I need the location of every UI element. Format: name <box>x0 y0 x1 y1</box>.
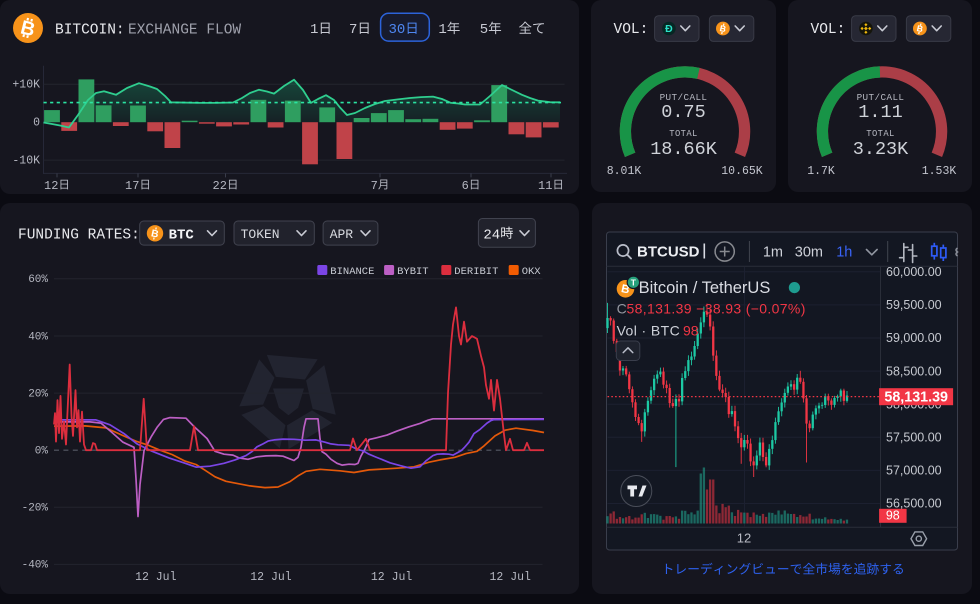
svg-text:17: 17 <box>125 179 139 193</box>
svg-text:12 Jul: 12 Jul <box>489 571 531 584</box>
svg-text:1.11: 1.11 <box>858 102 902 123</box>
svg-text:22: 22 <box>213 179 227 193</box>
svg-text:0.75: 0.75 <box>661 102 705 123</box>
svg-text:FUNDING RATES:: FUNDING RATES: <box>18 227 140 243</box>
svg-text:B: B <box>916 23 924 34</box>
svg-text:BITCOIN:: BITCOIN: <box>55 23 125 39</box>
svg-text:+10K: +10K <box>12 79 40 92</box>
svg-text:OKX: OKX <box>522 266 542 278</box>
svg-text:C: C <box>617 300 627 316</box>
svg-text:30: 30 <box>389 22 406 38</box>
svg-text:0: 0 <box>33 116 40 129</box>
svg-text:7: 7 <box>371 179 378 193</box>
svg-text:1h: 1h <box>836 244 852 260</box>
svg-text:18.66K: 18.66K <box>650 139 718 160</box>
svg-text:Đ: Đ <box>665 23 673 35</box>
svg-text:1: 1 <box>310 22 318 38</box>
svg-text:Bitcoin / TetherUS: Bitcoin / TetherUS <box>639 279 771 297</box>
svg-text:0%: 0% <box>35 446 49 458</box>
svg-text:40%: 40% <box>28 331 48 343</box>
svg-text:BTC: BTC <box>169 227 195 243</box>
svg-text:30m: 30m <box>795 244 823 260</box>
svg-text:B: B <box>150 228 159 240</box>
svg-text:58,500.00: 58,500.00 <box>886 364 942 378</box>
svg-text:59,000.00: 59,000.00 <box>886 331 942 345</box>
svg-text:TOKEN: TOKEN <box>241 227 280 242</box>
svg-text:-10K: -10K <box>12 154 40 167</box>
svg-text:20%: 20% <box>28 388 48 400</box>
svg-text:1: 1 <box>438 22 446 38</box>
svg-text:60,000.00: 60,000.00 <box>886 265 942 279</box>
svg-text:T: T <box>631 278 637 288</box>
svg-text:VOL:: VOL: <box>614 22 649 38</box>
svg-text:56,500.00: 56,500.00 <box>886 497 942 511</box>
svg-text:EXCHANGE FLOW: EXCHANGE FLOW <box>128 23 241 39</box>
svg-text:PUT/CALL: PUT/CALL <box>660 92 708 103</box>
svg-text:10.65K: 10.65K <box>721 165 763 178</box>
svg-text:1.7K: 1.7K <box>807 165 835 178</box>
svg-text:BINANCE: BINANCE <box>330 266 374 278</box>
svg-text:-40%: -40% <box>22 560 49 572</box>
svg-text:BTCUSD: BTCUSD <box>637 244 700 261</box>
svg-text:TOTAL: TOTAL <box>866 129 894 139</box>
svg-text:59,500.00: 59,500.00 <box>886 298 942 312</box>
svg-text:58,131.39 −38.93 (−0.07%): 58,131.39 −38.93 (−0.07%) <box>627 300 806 316</box>
svg-text:6: 6 <box>462 179 469 193</box>
svg-text:B: B <box>719 23 727 34</box>
svg-text:7: 7 <box>349 22 357 38</box>
svg-text:TOTAL: TOTAL <box>669 129 697 139</box>
svg-text:58,131.39: 58,131.39 <box>884 389 948 405</box>
svg-text:98: 98 <box>886 509 900 523</box>
svg-text:Vol · BTC: Vol · BTC <box>617 322 681 338</box>
svg-text:24: 24 <box>483 227 500 243</box>
svg-text:PUT/CALL: PUT/CALL <box>857 92 905 103</box>
svg-text:5: 5 <box>480 22 488 38</box>
svg-text:8.01K: 8.01K <box>607 165 642 178</box>
svg-text:1m: 1m <box>763 244 783 260</box>
svg-text:98: 98 <box>683 322 699 338</box>
svg-text:12 Jul: 12 Jul <box>135 571 177 584</box>
svg-text:1.53K: 1.53K <box>922 165 957 178</box>
svg-text:57,000.00: 57,000.00 <box>886 464 942 478</box>
svg-text:57,500.00: 57,500.00 <box>886 431 942 445</box>
svg-text:11: 11 <box>538 179 552 193</box>
svg-text:12 Jul: 12 Jul <box>250 571 292 584</box>
svg-text:-20%: -20% <box>22 503 49 515</box>
svg-text:60%: 60% <box>28 274 48 286</box>
svg-text:B: B <box>620 283 631 296</box>
svg-text:APR: APR <box>330 227 354 242</box>
svg-text:12: 12 <box>737 530 751 545</box>
svg-text:12: 12 <box>44 179 58 193</box>
svg-text:VOL:: VOL: <box>811 22 846 38</box>
svg-text:3.23K: 3.23K <box>853 139 909 160</box>
svg-text:DERIBIT: DERIBIT <box>454 266 498 278</box>
svg-text:12 Jul: 12 Jul <box>371 571 413 584</box>
svg-text:BYBIT: BYBIT <box>397 266 429 278</box>
